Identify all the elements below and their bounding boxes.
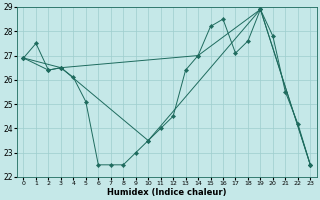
X-axis label: Humidex (Indice chaleur): Humidex (Indice chaleur)	[107, 188, 227, 197]
